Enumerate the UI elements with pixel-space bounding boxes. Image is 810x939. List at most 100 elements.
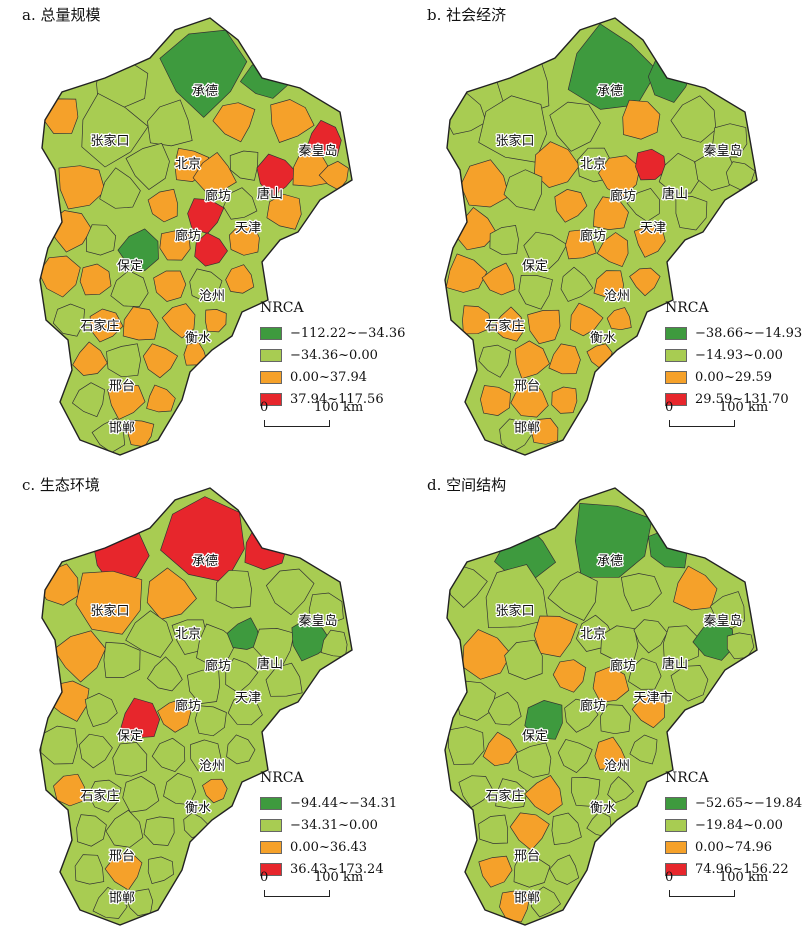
county-region (107, 383, 146, 420)
scale-zero: 0 (260, 400, 269, 415)
county-region (81, 93, 149, 168)
county-region (212, 102, 256, 143)
legend-item: 0.00~29.59 (665, 366, 802, 388)
county-region (161, 303, 196, 339)
legend-title: NRCA (260, 770, 304, 786)
county-region (607, 776, 634, 804)
county-region (142, 343, 179, 379)
county-region (509, 812, 550, 851)
county-region (670, 95, 717, 143)
county-region (72, 341, 108, 376)
legend-label: 74.96~156.22 (695, 861, 789, 877)
county-region (122, 775, 160, 813)
scale-bar: 0 100 km (260, 870, 400, 906)
city-label: 邢台 (109, 379, 135, 394)
county-region (622, 99, 661, 140)
scale-zero: 0 (260, 870, 269, 885)
legend-swatch (665, 348, 687, 362)
county-region (547, 571, 598, 621)
county-region (163, 772, 197, 805)
county-region (487, 691, 522, 726)
city-label: 保定 (117, 259, 143, 274)
region-outline (444, 487, 758, 926)
county-region (478, 814, 509, 844)
county-region (495, 778, 528, 809)
county-region (448, 726, 485, 766)
county-region (481, 262, 516, 296)
city-label: 唐山 (662, 656, 688, 672)
county-region (105, 809, 144, 848)
county-region (633, 225, 666, 258)
county-region (266, 193, 302, 230)
county-region (189, 268, 223, 303)
city-label: 廊坊 (175, 228, 201, 244)
panel-title: b. 社会经济 (427, 6, 507, 24)
legend-item: 37.94~117.56 (260, 388, 405, 410)
county-region (119, 697, 161, 739)
city-label: 北京 (580, 627, 606, 642)
county-region (86, 224, 117, 256)
legend-item: 0.00~36.43 (260, 836, 397, 858)
county-region (122, 306, 159, 341)
county-region (146, 567, 197, 620)
county-region (256, 153, 298, 198)
county-region (631, 692, 666, 729)
county-region (74, 854, 105, 885)
county-region (147, 188, 178, 223)
county-region (670, 665, 709, 702)
county-region (592, 666, 630, 703)
county-region (478, 95, 547, 163)
city-label: 邯郸 (109, 891, 135, 906)
county-region (79, 263, 112, 296)
city-label: 承德 (192, 554, 218, 569)
legend-swatch (665, 392, 687, 406)
legend: NRCA −52.65~−19.84 −19.84~0.00 0.00~74.96 74… (665, 770, 802, 880)
scale-line (669, 890, 735, 897)
county-region (531, 886, 561, 918)
legend-swatch (260, 370, 282, 384)
county-region (620, 573, 662, 612)
city-label: 天津市 (633, 690, 672, 706)
county-region (593, 270, 624, 300)
city-label: 邯郸 (514, 421, 540, 436)
county-region (88, 779, 122, 813)
county-region (499, 418, 534, 453)
county-region (227, 691, 263, 726)
county-region (504, 639, 543, 680)
legend-label: −94.44~−34.31 (290, 795, 398, 811)
county-region (658, 152, 701, 194)
county-region (117, 228, 159, 271)
county-region (725, 161, 756, 191)
city-label: 石家庄 (485, 788, 524, 804)
city-label: 北京 (175, 627, 201, 642)
panel-title: a. 总量规模 (22, 6, 101, 24)
county-region (574, 503, 653, 578)
city-label: 秦皇岛 (703, 613, 742, 629)
city-label: 廊坊 (610, 188, 636, 204)
county-region (692, 618, 735, 661)
county-region (675, 196, 708, 231)
county-region (194, 705, 227, 737)
city-label: 唐山 (662, 186, 688, 202)
city-label: 沧州 (199, 758, 225, 774)
county-region (458, 775, 494, 809)
county-region (593, 196, 629, 230)
legend-swatch (665, 796, 687, 810)
county-region (225, 264, 255, 294)
county-region (52, 303, 85, 337)
city-label: 沧州 (604, 288, 630, 304)
legend-item: 0.00~37.94 (260, 366, 405, 388)
county-region (146, 656, 183, 692)
city-label: 秦皇岛 (298, 143, 337, 159)
county-region (53, 773, 85, 807)
county-region (633, 619, 668, 654)
city-label: 唐山 (257, 656, 283, 672)
city-label: 廊坊 (610, 658, 636, 674)
city-label: 廊坊 (580, 698, 606, 714)
county-region (71, 382, 105, 418)
city-label: 石家庄 (80, 318, 119, 334)
county-region (40, 255, 81, 298)
county-region (103, 641, 141, 678)
county-region (75, 570, 143, 635)
